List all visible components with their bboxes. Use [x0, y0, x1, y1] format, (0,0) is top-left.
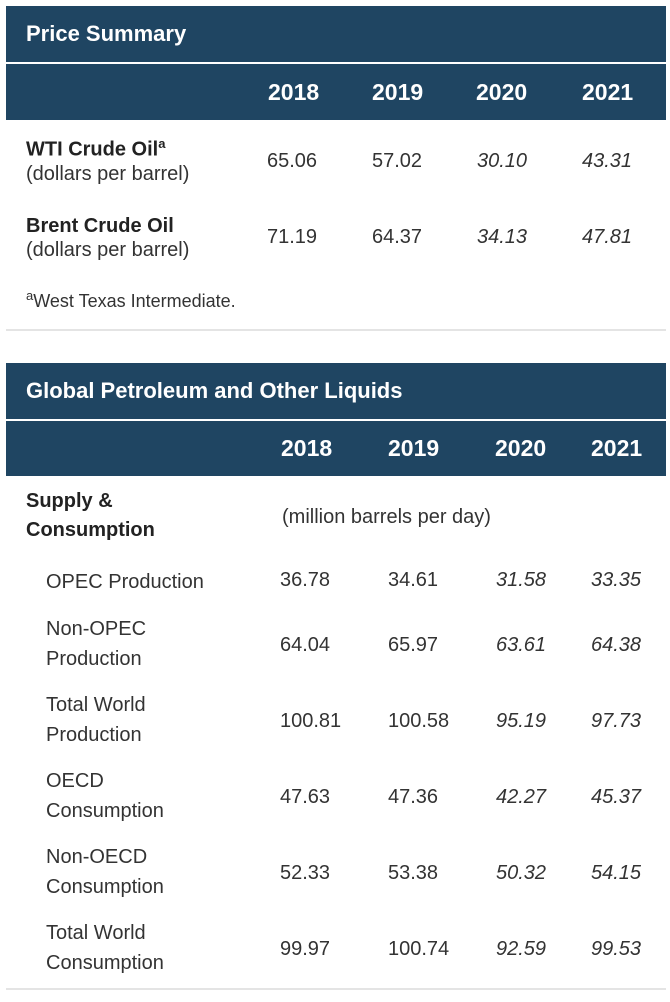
value-2018: 100.81 — [280, 710, 342, 732]
year-header-2020: 2020 — [495, 435, 547, 461]
value-2020: 92.59 — [496, 938, 547, 960]
value-2021: 43.31 — [582, 150, 633, 172]
footnote-marker: a — [26, 288, 34, 303]
value-2018: 36.78 — [280, 569, 331, 591]
section-label-line-2: Consumption — [26, 519, 155, 541]
value-2020: 63.61 — [496, 634, 547, 656]
value-2018: 52.33 — [280, 862, 331, 884]
row-label-line-2: Production — [46, 648, 142, 670]
year-header-2019: 2019 — [388, 435, 440, 461]
value-2020: 50.32 — [496, 862, 547, 884]
row-label: Total World — [46, 922, 146, 944]
global-liquids-title-text: Global Petroleum and Other Liquids — [26, 378, 403, 403]
value-2019: 53.38 — [388, 862, 439, 884]
value-2019: 34.61 — [388, 569, 439, 591]
price-summary-title-text: Price Summary — [26, 21, 187, 46]
value-2020: 34.13 — [477, 226, 528, 248]
value-2019: 65.97 — [388, 634, 439, 656]
row-label: WTI Crude Oil — [26, 138, 159, 161]
price-summary-panel: Price Summary 2018 2019 2020 2021 — [6, 6, 666, 120]
year-header-2018: 2018 — [268, 78, 320, 105]
value-2019: 100.74 — [388, 938, 450, 960]
footnote-text: West Texas Intermediate. — [33, 291, 236, 311]
row-unit: (dollars per barrel) — [26, 239, 190, 261]
value-2018: 47.63 — [280, 786, 331, 808]
value-2018: 71.19 — [267, 226, 318, 248]
row-label: Total World — [46, 694, 146, 716]
value-2021: 33.35 — [591, 569, 642, 591]
value-2020: 30.10 — [477, 150, 528, 172]
value-2021: 97.73 — [591, 710, 642, 732]
price-summary-year-header: 2018 2019 2020 2021 — [6, 64, 666, 120]
value-2018: 99.97 — [280, 938, 331, 960]
divider — [6, 329, 666, 331]
value-2019: 57.02 — [372, 150, 423, 172]
row-label-line-2: Consumption — [46, 952, 164, 974]
price-summary-title: Price Summary — [6, 6, 666, 62]
value-2019: 64.37 — [372, 226, 423, 248]
divider — [6, 988, 666, 990]
year-header-2019: 2019 — [372, 78, 424, 105]
value-2020: 31.58 — [496, 569, 547, 591]
value-2018: 65.06 — [267, 150, 318, 172]
row-label-line-2: Consumption — [46, 876, 164, 898]
value-2019: 47.36 — [388, 786, 439, 808]
section-label-line-1: Supply & — [26, 490, 113, 512]
global-liquids-title: Global Petroleum and Other Liquids — [6, 363, 666, 419]
value-2021: 54.15 — [591, 862, 642, 884]
year-header-2021: 2021 — [582, 78, 634, 105]
footnote-marker: a — [158, 136, 166, 151]
row-unit: (dollars per barrel) — [26, 163, 190, 185]
global-liquids-panel: Global Petroleum and Other Liquids 2018 … — [6, 363, 666, 476]
row-label: Non-OPEC — [46, 618, 147, 640]
global-liquids-year-header: 2018 2019 2020 2021 — [6, 421, 666, 476]
value-2021: 99.53 — [591, 938, 642, 960]
year-header-2020: 2020 — [476, 78, 528, 105]
row-label: OPEC Production — [46, 571, 204, 593]
unit-label: (million barrels per day) — [282, 506, 491, 528]
value-2021: 47.81 — [582, 226, 633, 248]
value-2020: 95.19 — [496, 710, 547, 732]
value-2018: 64.04 — [280, 634, 331, 656]
year-header-2021: 2021 — [591, 435, 643, 461]
price-footnote: aWest Texas Intermediate. — [26, 288, 236, 312]
row-label-line-2: Consumption — [46, 800, 164, 822]
value-2021: 64.38 — [591, 634, 642, 656]
year-header-2018: 2018 — [281, 435, 333, 461]
row-label-line-2: Production — [46, 724, 142, 746]
row-label: OECD — [46, 770, 104, 792]
value-2021: 45.37 — [591, 786, 642, 808]
row-label: Brent Crude Oil — [26, 215, 174, 237]
value-2020: 42.27 — [496, 786, 547, 808]
value-2019: 100.58 — [388, 710, 450, 732]
row-label: Non-OECD — [46, 846, 148, 868]
